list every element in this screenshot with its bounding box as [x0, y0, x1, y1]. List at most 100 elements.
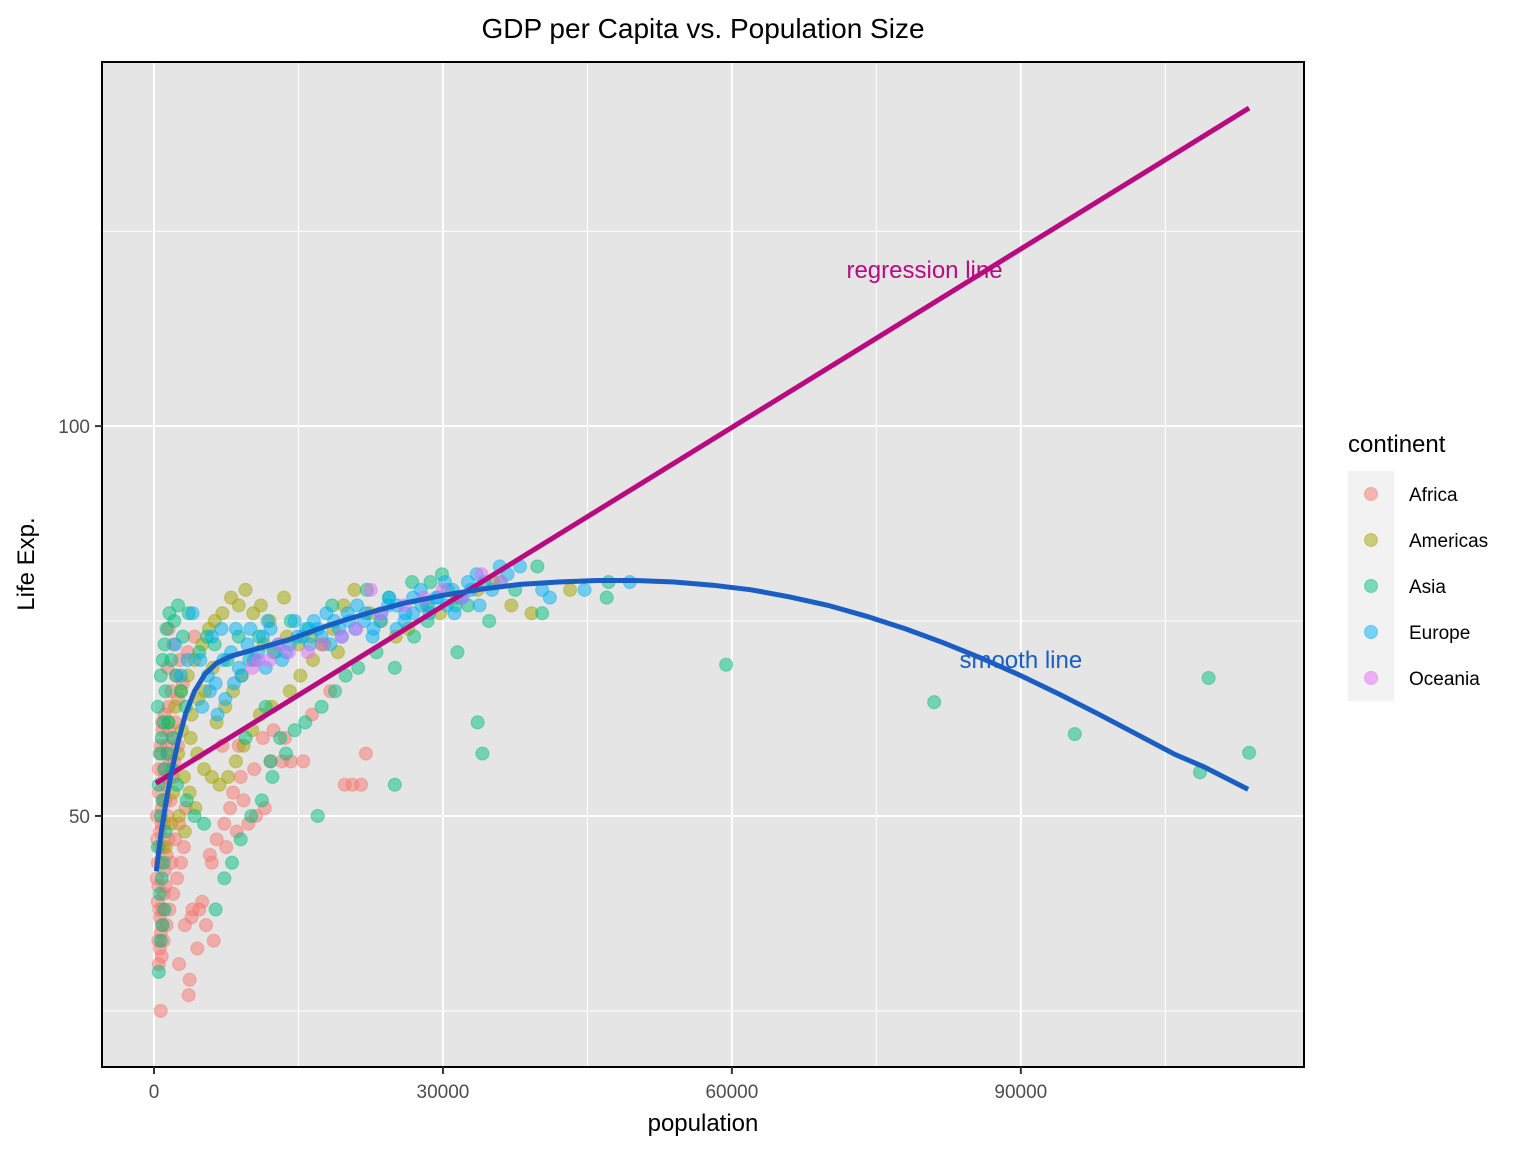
data-point — [287, 723, 302, 738]
data-point — [273, 730, 288, 746]
data-point — [365, 629, 380, 644]
data-point — [927, 695, 942, 710]
legend-key-europe — [1363, 624, 1379, 640]
data-point — [217, 816, 232, 831]
data-point — [204, 629, 219, 644]
x-tick-label: 90000 — [994, 1082, 1047, 1103]
legend-key-oceania — [1363, 670, 1379, 686]
data-point — [228, 754, 243, 769]
data-point — [154, 949, 169, 964]
legend-label-africa: Africa — [1409, 485, 1458, 506]
legend-key-asia — [1363, 578, 1379, 594]
data-point — [281, 645, 296, 660]
data-point — [1242, 745, 1257, 760]
data-point — [265, 769, 280, 785]
data-point — [195, 699, 210, 714]
data-point — [358, 746, 374, 761]
data-point — [158, 684, 173, 699]
data-point — [530, 559, 545, 574]
data-point — [1067, 726, 1082, 742]
data-point — [173, 668, 189, 683]
legend: continent Africa Americas Asia Europe Oceani… — [1348, 431, 1488, 701]
data-point — [351, 660, 366, 675]
data-point — [253, 598, 269, 613]
legend-label-oceania: Oceania — [1409, 669, 1480, 690]
data-point — [161, 715, 176, 730]
data-point — [153, 668, 168, 683]
data-point — [287, 613, 302, 629]
legend-label-asia: Asia — [1409, 577, 1446, 598]
data-point — [482, 613, 497, 629]
data-point — [315, 637, 330, 652]
data-point — [171, 956, 187, 972]
data-point — [150, 699, 165, 714]
legend-title: continent — [1348, 431, 1446, 458]
data-point — [177, 917, 192, 933]
data-point — [238, 730, 253, 746]
data-point — [202, 847, 217, 863]
data-point — [1201, 670, 1216, 686]
data-point — [293, 668, 308, 683]
data-point — [599, 590, 614, 605]
data-point — [504, 598, 519, 613]
data-point — [475, 746, 490, 761]
regression-line — [154, 105, 1251, 786]
data-point — [168, 832, 183, 847]
data-point — [228, 621, 243, 636]
data-point — [542, 590, 557, 605]
data-point — [535, 606, 550, 621]
data-point — [231, 598, 246, 613]
data-point — [243, 621, 258, 636]
data-point — [260, 613, 275, 629]
data-point — [152, 886, 167, 902]
data-point — [387, 660, 402, 675]
data-point — [327, 684, 343, 699]
data-point — [214, 621, 229, 636]
legend-key-africa — [1363, 486, 1379, 502]
data-point — [405, 606, 421, 621]
data-point — [187, 808, 202, 824]
data-point — [347, 582, 362, 597]
legend-label-americas: Americas — [1409, 531, 1488, 552]
data-point — [215, 606, 230, 621]
data-point — [349, 621, 364, 636]
data-point — [185, 902, 200, 917]
x-axis: 0 30000 60000 90000 — [149, 1067, 1047, 1103]
x-axis-title: population — [648, 1110, 759, 1137]
data-point — [353, 777, 369, 792]
data-point — [276, 590, 292, 605]
data-point — [447, 606, 462, 621]
data-point — [209, 832, 224, 847]
data-point — [185, 606, 200, 621]
data-point — [212, 777, 227, 792]
data-point — [301, 645, 316, 660]
data-point — [170, 777, 185, 792]
data-point — [182, 972, 197, 987]
data-point — [296, 754, 311, 769]
panel-border — [101, 61, 1305, 1068]
data-point — [157, 902, 172, 917]
data-point — [190, 941, 205, 956]
data-point — [244, 808, 259, 824]
data-point — [173, 684, 189, 699]
data-point — [151, 964, 166, 979]
data-point — [176, 840, 191, 855]
data-point — [236, 793, 251, 808]
data-point — [234, 668, 249, 683]
data-point — [210, 707, 225, 722]
data-point — [406, 629, 422, 644]
data-point — [334, 629, 349, 644]
smooth-line-label: smooth line — [959, 647, 1082, 674]
data-point — [263, 754, 278, 769]
data-point — [217, 871, 232, 886]
data-point — [363, 582, 378, 597]
data-point — [472, 598, 487, 613]
data-point — [314, 699, 329, 714]
data-point — [250, 652, 266, 668]
data-point — [338, 668, 353, 683]
x-tick-label: 60000 — [705, 1082, 758, 1103]
grid — [102, 62, 1304, 1067]
data-point — [167, 613, 182, 629]
data-point — [206, 933, 221, 948]
data-point — [164, 652, 179, 668]
